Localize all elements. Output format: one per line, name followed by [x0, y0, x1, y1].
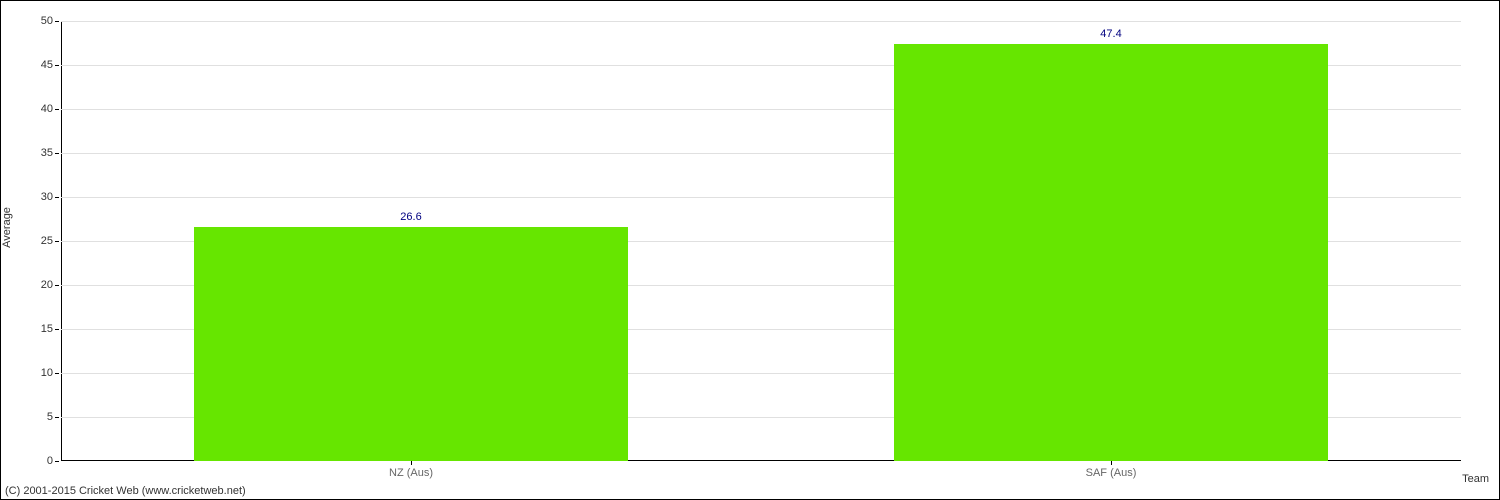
x-axis-label: Team: [1462, 473, 1489, 485]
ytick-mark: [55, 21, 59, 22]
ytick-label: 0: [47, 455, 53, 467]
ytick-label: 30: [41, 191, 53, 203]
ytick-label: 20: [41, 279, 53, 291]
ytick-mark: [55, 109, 59, 110]
ytick-mark: [55, 461, 59, 462]
ytick-label: 40: [41, 103, 53, 115]
bar-value-label: 26.6: [400, 211, 421, 223]
xtick-mark: [411, 461, 412, 465]
plot-area: 26.6 47.4: [61, 21, 1461, 461]
ytick-label: 25: [41, 235, 53, 247]
ytick-label: 10: [41, 367, 53, 379]
ytick-mark: [55, 329, 59, 330]
ytick-mark: [55, 197, 59, 198]
ytick-mark: [55, 153, 59, 154]
xtick-label: NZ (Aus): [389, 467, 433, 479]
ytick-mark: [55, 285, 59, 286]
ytick-label: 5: [47, 411, 53, 423]
copyright-text: (C) 2001-2015 Cricket Web (www.cricketwe…: [5, 485, 246, 497]
ytick-label: 45: [41, 59, 53, 71]
xtick-label: SAF (Aus): [1086, 467, 1137, 479]
ytick-mark: [55, 373, 59, 374]
ytick-mark: [55, 65, 59, 66]
ytick-mark: [55, 241, 59, 242]
ytick-label: 35: [41, 147, 53, 159]
bar: [894, 44, 1328, 461]
ytick-label: 15: [41, 323, 53, 335]
gridline: [61, 21, 1461, 22]
xtick-mark: [1111, 461, 1112, 465]
ytick-mark: [55, 417, 59, 418]
chart-container: 26.6 47.4 Average Team (C) 2001-2015 Cric…: [0, 0, 1500, 500]
bar: [194, 227, 628, 461]
y-axis-label: Average: [1, 207, 13, 248]
ytick-label: 50: [41, 15, 53, 27]
bar-value-label: 47.4: [1100, 28, 1121, 40]
